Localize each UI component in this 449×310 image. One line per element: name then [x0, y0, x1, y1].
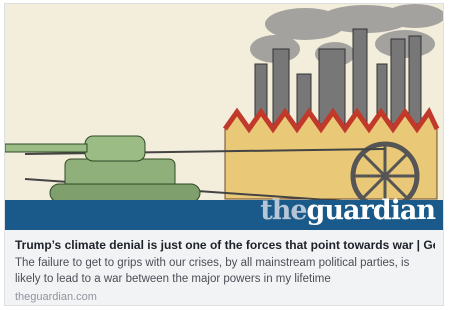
link-preview-card[interactable]: theguardian Trump’s climate denial is ju…: [4, 3, 444, 306]
page: theguardian Trump’s climate denial is ju…: [0, 0, 449, 310]
logo-prefix: the: [260, 195, 306, 226]
guardian-logo: theguardian: [260, 195, 435, 226]
logo-main: guardian: [307, 195, 436, 226]
card-description: The failure to get to grips with our cri…: [15, 255, 435, 287]
card-title[interactable]: Trump’s climate denial is just one of th…: [15, 237, 435, 253]
card-domain: theguardian.com: [15, 289, 435, 305]
card-text: Trump’s climate denial is just one of th…: [15, 237, 435, 305]
